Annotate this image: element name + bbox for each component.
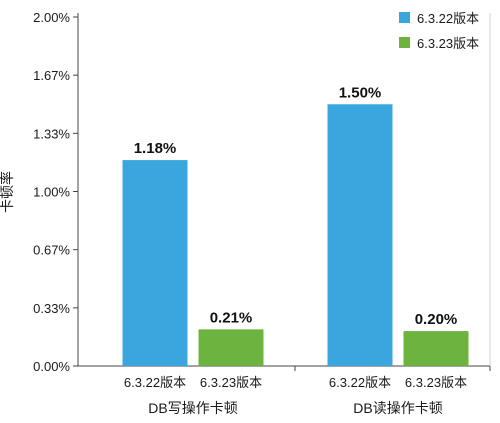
y-tick-label: 2.00% [33,10,70,25]
bar-value-label: 1.50% [339,84,382,101]
y-axis-label: 卡顿率 [0,171,15,213]
legend-label: 6.3.23版本 [417,36,479,51]
y-tick-label: 0.33% [33,301,70,316]
y-tick-label: 1.33% [33,126,70,141]
legend-swatch [399,37,410,48]
x-group-label: DB写操作卡顿 [148,400,237,416]
legend-swatch [399,12,410,23]
bar [122,160,188,366]
y-tick-label: 0.00% [33,359,70,374]
bar-value-label: 1.18% [134,140,177,157]
y-tick-label: 1.67% [33,68,70,83]
x-category-label: 6.3.22版本 [329,375,391,390]
x-category-label: 6.3.23版本 [200,375,262,390]
bar-value-label: 0.21% [210,309,253,326]
x-group-label: DB读操作卡顿 [353,400,442,416]
x-category-label: 6.3.22版本 [124,375,186,390]
y-tick-label: 0.67% [33,243,70,258]
bar-value-label: 0.20% [415,311,458,328]
legend-label: 6.3.22版本 [417,11,479,26]
bar [198,329,264,366]
x-category-label: 6.3.23版本 [405,375,467,390]
bar [327,104,393,366]
bar [403,331,469,366]
y-tick-label: 1.00% [33,185,70,200]
